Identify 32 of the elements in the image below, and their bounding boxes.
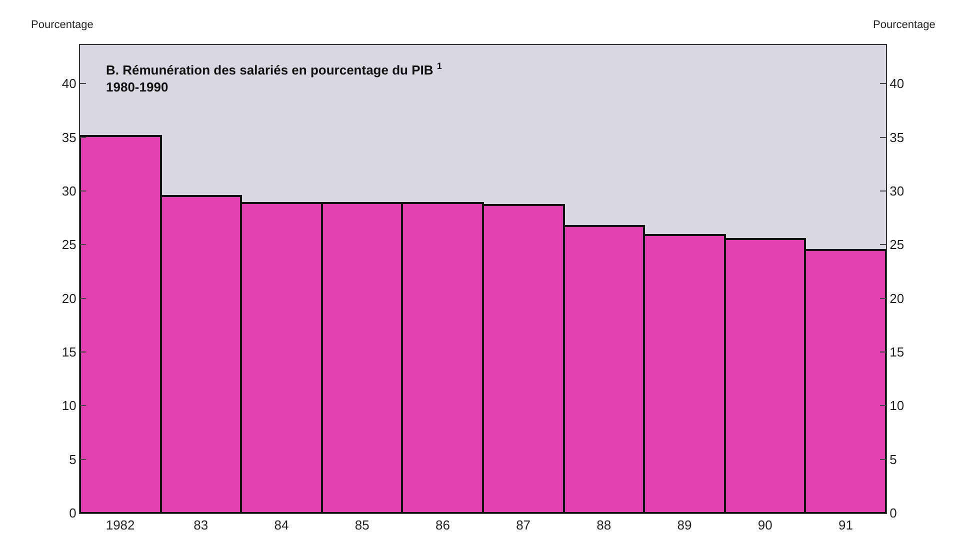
x-tick-label: 90 [758,518,772,533]
x-tick-label: 87 [516,518,531,533]
y2-tick-label: 30 [890,184,904,199]
y2-tick-label: 5 [890,452,897,467]
y2-tick-label: 0 [890,506,897,521]
y2-tick-label: 35 [890,130,904,145]
y-tick-label: 10 [62,398,76,414]
text: B. Rémunération des salariés en pourcentage du PIB $^{1}$ [106,61,442,78]
text: 1980-1990 [106,79,168,94]
y-tick-label: 35 [62,130,76,145]
y2-axis-title: Pourcentage [873,19,936,31]
x-tick-label: 83 [194,518,208,533]
y2-tick-label: 40 [890,76,904,92]
x-tick-label: 1982 [106,518,135,533]
x-tick-label: 88 [596,518,612,533]
y-tick-label: 30 [62,184,76,199]
x-tick-label: 91 [838,518,853,533]
y-tick-label: 20 [62,290,76,306]
x-tick-label: 85 [354,518,370,533]
y2-tick-label: 15 [890,344,904,360]
x-tick-label: 86 [435,518,450,533]
y2-tick-label: 10 [890,398,904,414]
y-tick-label: 0 [69,506,76,521]
x-tick-label: 89 [677,518,692,533]
y2-tick-label: 20 [890,290,904,306]
y-tick-label: 25 [62,237,76,252]
y-tick-label: 40 [62,76,76,92]
y-tick-label: 5 [69,452,76,467]
x-tick-label: 84 [274,518,289,533]
y-axis-title: Pourcentage [31,19,94,31]
y-tick-label: 15 [62,344,76,360]
y2-tick-label: 25 [890,237,904,252]
